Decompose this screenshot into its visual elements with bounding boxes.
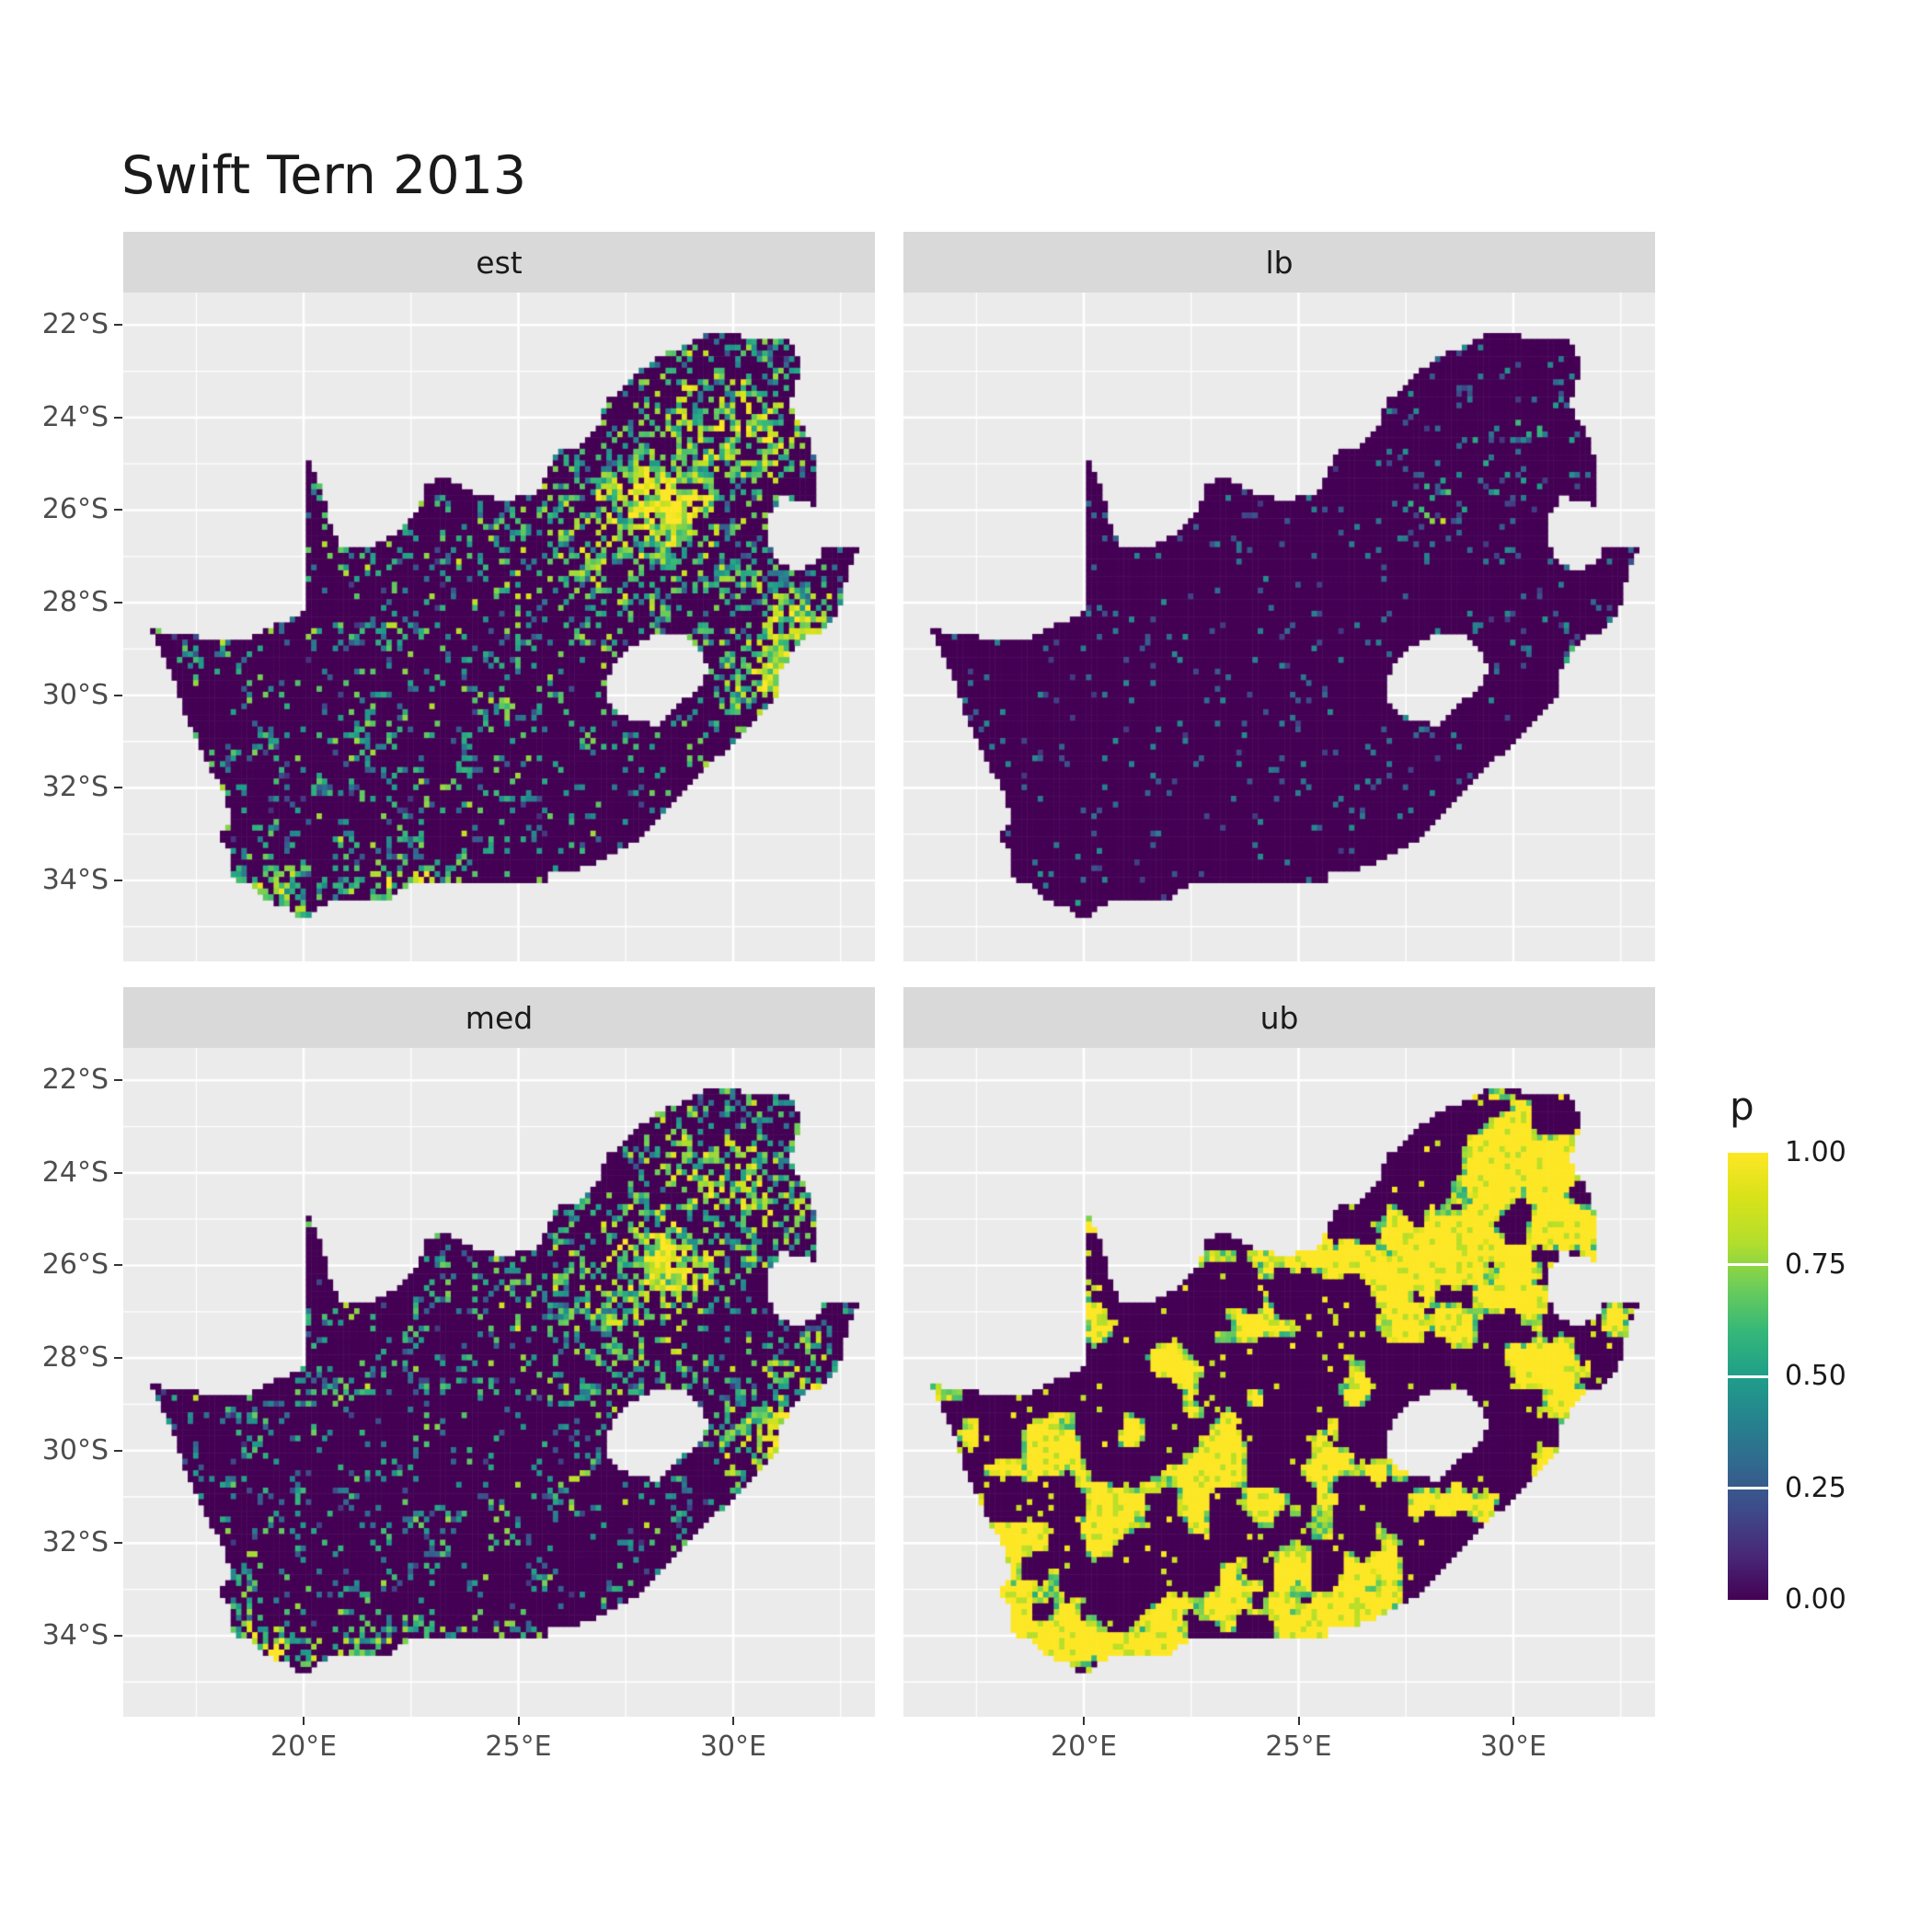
y-tick-label: 30°S (41, 1433, 109, 1466)
y-tick-mark (114, 324, 122, 327)
y-tick-mark (114, 879, 122, 881)
y-tick-label: 32°S (41, 1526, 109, 1559)
map-canvas-med (123, 1048, 875, 1717)
y-tick-mark (114, 1357, 122, 1360)
facet-block-med: med (123, 987, 875, 1717)
facet-block-lb: lb (903, 232, 1655, 961)
y-tick-mark (114, 416, 122, 419)
facet-label-lb: lb (1265, 244, 1294, 281)
legend: p 1.00 0.75 0.50 0.25 0.00 (1728, 1084, 1930, 1616)
y-tick-label: 28°S (41, 1341, 109, 1374)
x-tick-label: 20°E (1051, 1731, 1118, 1763)
map-panel-est (123, 293, 875, 961)
y-tick-mark (114, 1171, 122, 1174)
y-tick-label: 26°S (41, 1248, 109, 1282)
x-tick-label: 25°E (485, 1731, 552, 1763)
x-tick-mark (1512, 1717, 1514, 1725)
x-tick-label: 30°E (699, 1731, 766, 1763)
map-canvas-ub (903, 1048, 1655, 1717)
y-tick-mark (114, 1449, 122, 1452)
legend-title: p (1730, 1084, 1754, 1129)
x-tick-mark (303, 1717, 305, 1725)
map-canvas-lb (903, 293, 1655, 961)
map-panel-med (123, 1048, 875, 1717)
legend-colorbar (1728, 1153, 1768, 1600)
x-tick-label: 30°E (1479, 1731, 1547, 1763)
facet-strip-lb: lb (903, 232, 1655, 293)
y-tick-label: 34°S (41, 863, 109, 896)
y-tick-label: 22°S (41, 308, 109, 341)
legend-tick-mark (1728, 1487, 1768, 1489)
x-tick-mark (1083, 1717, 1086, 1725)
legend-tick-label: 0.50 (1785, 1360, 1846, 1392)
y-tick-mark (114, 509, 122, 512)
y-tick-mark (114, 1264, 122, 1267)
facet-strip-med: med (123, 987, 875, 1048)
y-tick-label: 28°S (41, 586, 109, 619)
y-tick-mark (114, 1542, 122, 1545)
x-tick-mark (517, 1717, 520, 1725)
y-tick-label: 30°S (41, 678, 109, 711)
facet-label-med: med (465, 999, 534, 1036)
x-tick-label: 25°E (1265, 1731, 1332, 1763)
facet-strip-est: est (123, 232, 875, 293)
y-tick-label: 22°S (41, 1064, 109, 1097)
y-tick-mark (114, 602, 122, 604)
legend-bar-wrap: 1.00 0.75 0.50 0.25 0.00 (1728, 1137, 1930, 1616)
y-tick-label: 32°S (41, 771, 109, 804)
x-tick-label: 20°E (270, 1731, 338, 1763)
y-tick-label: 24°S (41, 1156, 109, 1189)
map-panel-lb (903, 293, 1655, 961)
y-tick-mark (114, 1634, 122, 1637)
y-tick-label: 26°S (41, 493, 109, 526)
legend-tick-label: 0.75 (1785, 1248, 1846, 1281)
legend-tick-label: 0.25 (1785, 1471, 1846, 1504)
legend-tick-mark (1728, 1374, 1768, 1378)
x-tick-mark (731, 1717, 734, 1725)
map-canvas-est (123, 293, 875, 961)
legend-tick-label: 0.00 (1785, 1583, 1846, 1616)
y-tick-mark (114, 787, 122, 789)
y-tick-label: 24°S (41, 400, 109, 433)
y-tick-mark (114, 1079, 122, 1082)
plot-title: Swift Tern 2013 (121, 145, 527, 206)
legend-tick-label: 1.00 (1785, 1136, 1846, 1168)
y-tick-label: 34°S (41, 1618, 109, 1651)
y-tick-mark (114, 694, 122, 696)
facet-block-est: est (123, 232, 875, 961)
facet-block-ub: ub (903, 987, 1655, 1717)
facet-label-est: est (476, 244, 523, 281)
map-panel-ub (903, 1048, 1655, 1717)
x-tick-mark (1297, 1717, 1300, 1725)
facet-strip-ub: ub (903, 987, 1655, 1048)
facet-label-ub: ub (1259, 999, 1299, 1036)
legend-tick-mark (1728, 1263, 1768, 1266)
